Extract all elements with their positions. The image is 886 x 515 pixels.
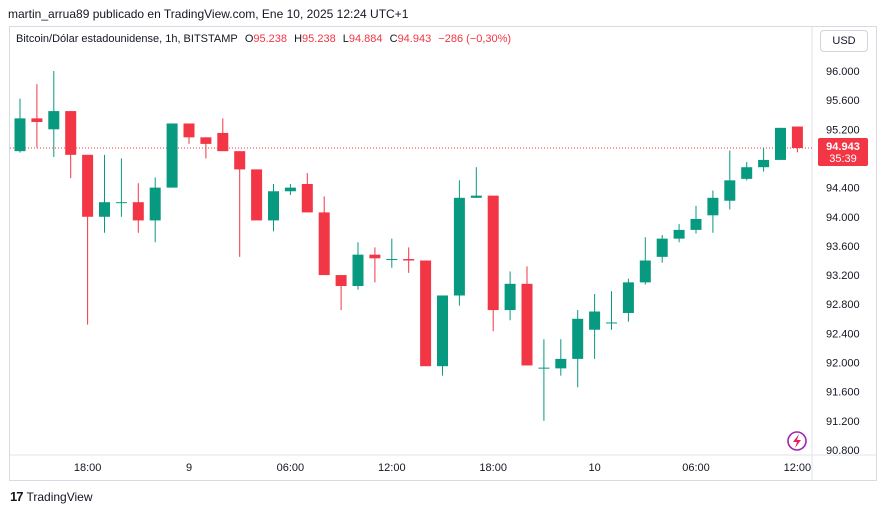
candle-body [487,195,499,311]
price-tick-label: 91.600 [826,387,860,399]
candle-body [606,322,617,324]
candle-body [707,197,719,216]
legend-symbol: Bitcoin/Dólar estadounidense, 1h, BITSTA… [16,33,238,45]
candle-body [200,137,212,144]
legend-change: −286 (−0,30%) [438,33,512,45]
candle-body [82,154,94,217]
candle-body [673,229,685,239]
price-tick-label: 93.200 [826,270,860,282]
flash-icon[interactable] [787,431,807,451]
candle-body [572,318,584,359]
candle-body [791,126,803,149]
time-tick-label: 18:00 [74,462,102,474]
publish-caption: martin_arrua89 publicado en TradingView.… [8,7,409,21]
time-tick-label: 12:00 [784,462,812,474]
candle-body [31,118,43,123]
candle-body [14,118,26,152]
candle-body [470,195,482,198]
countdown-label: 35:39 [829,153,857,165]
tradingview-footer: 17 TradingView [10,489,93,504]
last-price-label: 94.943 [826,141,860,153]
time-tick-label: 12:00 [378,462,406,474]
legend-low-value: 94.884 [348,33,383,45]
price-tick-label: 94.400 [826,183,860,195]
candle-body [115,202,127,204]
price-tick-label: 92.400 [826,328,860,340]
candle-body [369,254,381,259]
candle-body [99,202,110,217]
symbol-legend: Bitcoin/Dólar estadounidense, 1h, BITSTA… [16,33,512,45]
candle-body [149,187,161,221]
tradingview-brand: TradingView [26,489,93,504]
candle-body [318,212,330,276]
price-tick-label: 95.600 [826,95,860,107]
candle-body [521,283,533,366]
candle-body [234,151,246,170]
candle-body [284,187,296,192]
candle-body [166,123,178,188]
candle-body [183,123,195,138]
currency-button[interactable]: USD [820,30,868,52]
candle-body [639,260,651,283]
candle-body [538,367,550,369]
tradingview-logo: 17 [10,489,24,504]
candle-body [65,111,77,155]
candle-body [622,282,634,313]
candle-body [217,132,229,152]
candle-body [758,159,770,168]
candle-body [48,111,60,130]
price-tick-label: 91.200 [826,416,860,428]
candle-body [775,127,786,160]
candle-body [132,202,144,221]
candle-body [268,191,279,221]
candle-body [301,183,313,213]
time-tick-label: 06:00 [682,462,710,474]
candle-body [690,218,702,230]
candle-body [352,254,364,287]
time-tick-label: 10 [588,462,600,474]
candle-body [420,260,432,367]
last-price-box [818,138,868,167]
candle-body [437,295,448,367]
legend-low-label: L [342,33,349,45]
legend-high-value: 95.238 [302,33,336,45]
legend-high-label: H [294,33,303,45]
price-tick-label: 92.000 [826,358,860,370]
candle-body [724,180,736,201]
flash-bolt-icon [793,434,801,448]
legend-open-label: O [244,33,254,45]
price-tick-label: 95.200 [826,124,860,136]
candle-body [555,358,567,369]
price-tick-label: 93.600 [826,241,860,253]
time-tick-label: 18:00 [479,462,507,474]
time-tick-label: 06:00 [277,462,305,474]
time-tick-label: 9 [186,462,192,474]
candle-body [504,283,516,311]
price-tick-label: 96.000 [826,66,860,78]
candle-body [741,167,753,179]
price-tick-label: 92.800 [826,299,860,311]
chart-frame [9,26,877,481]
candle-body [403,259,415,261]
candle-body [335,275,347,287]
candle-body [453,197,465,296]
legend-close-label: C [389,33,398,45]
price-tick-label: 94.000 [826,212,860,224]
candle-body [386,259,398,261]
legend-close-value: 94.943 [397,33,432,45]
legend-open-value: 95.238 [253,33,288,45]
candle-body [251,169,263,221]
price-tick-label: 90.800 [826,445,860,457]
candle-body [589,311,601,330]
candle-body [656,238,668,257]
